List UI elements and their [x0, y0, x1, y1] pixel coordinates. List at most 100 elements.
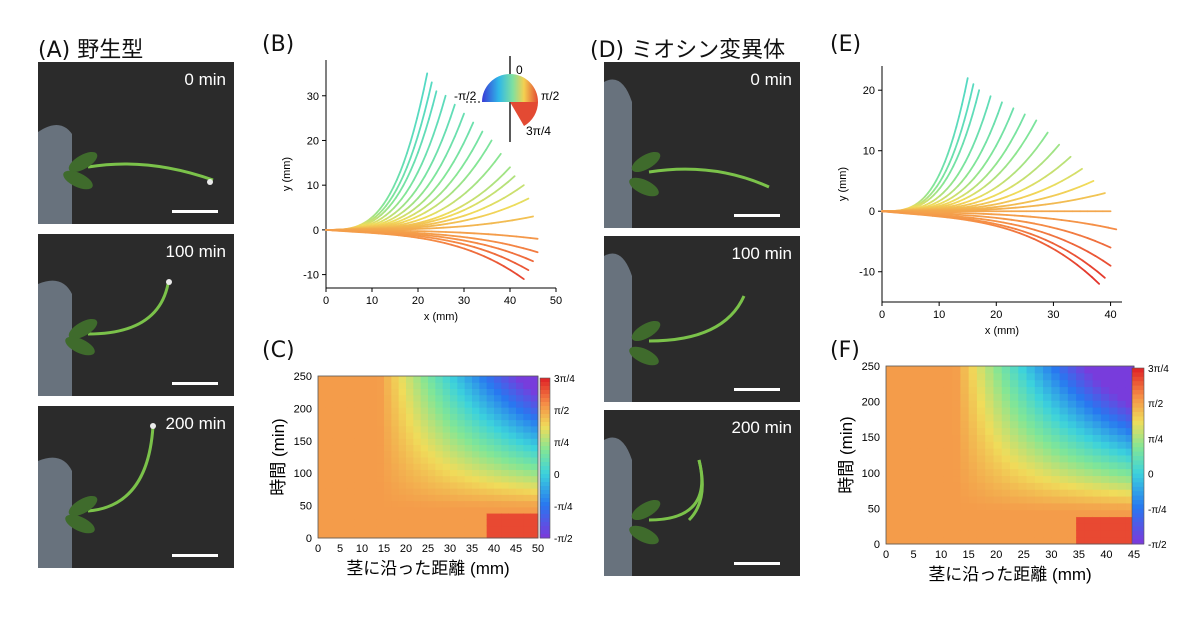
stem-curve-segment: [418, 199, 426, 206]
heatmap-cell: [894, 386, 904, 394]
stem-curve-segment: [1059, 200, 1069, 204]
heatmap-cell: [952, 502, 961, 511]
heatmap-cell: [960, 461, 970, 470]
heatmap-cell: [919, 372, 928, 381]
heatmap-cell: [1092, 530, 1102, 538]
stem-curve-segment: [997, 101, 1003, 115]
stem-curve-segment: [1008, 107, 1015, 120]
stem-curve-segment: [417, 236, 426, 240]
stem-curve-segment: [416, 103, 422, 120]
heatmap-cell: [1034, 393, 1044, 401]
colorbar-step: [540, 466, 550, 471]
stem-curve-segment: [960, 119, 966, 132]
heatmap-cell: [927, 420, 937, 429]
heatmap-cell: [1001, 509, 1011, 518]
heatmap-cell: [494, 457, 502, 464]
stem-curve-segment: [399, 233, 408, 236]
heatmap-cell: [362, 382, 370, 389]
heatmap-cell: [340, 438, 348, 446]
heatmap-cell: [340, 432, 348, 439]
heatmap-cell: [354, 525, 363, 533]
heatmap-cell: [1076, 413, 1085, 422]
stem-curve-segment: [424, 202, 432, 208]
stem-curve-segment: [951, 205, 960, 209]
heatmap-cell: [1076, 455, 1085, 463]
heatmap-cell: [1059, 441, 1069, 449]
heatmap-cell: [976, 455, 986, 463]
heatmap-cell: [1001, 502, 1011, 511]
heatmap-cell: [927, 434, 937, 442]
chart-f-heatmap: 0 5 10 15 20 25 30 35 40 45050100150200250茎に沿った距離…: [837, 361, 1169, 584]
stem-curve-segment: [393, 208, 400, 215]
heatmap-cell: [486, 407, 495, 414]
heatmap-cell: [501, 469, 510, 477]
heatmap-cell: [919, 516, 928, 524]
stem-curve-segment: [472, 194, 481, 201]
stem-curve-segment: [975, 89, 981, 104]
heatmap-cell: [494, 388, 502, 396]
heatmap-cell: [384, 463, 392, 470]
heatmap-cell: [1092, 400, 1102, 408]
heatmap-cell: [369, 525, 378, 533]
heatmap-cell: [486, 419, 495, 427]
stem-curve-segment: [1030, 119, 1038, 131]
panel-c-label: (C): [262, 338, 295, 363]
stem-curve-segment: [412, 171, 419, 182]
stem-curve-segment: [391, 233, 400, 237]
heatmap-cell: [464, 450, 473, 458]
heatmap-cell: [391, 481, 400, 489]
heatmap-cell: [894, 509, 904, 518]
heatmap-cell: [508, 407, 517, 414]
heatmap-cell: [369, 432, 378, 439]
stem-curve-segment: [964, 214, 975, 217]
heatmap-cell: [1084, 448, 1094, 456]
heatmap-cell: [442, 444, 451, 452]
heatmap-cell: [354, 376, 363, 383]
heatmap-cell: [1100, 400, 1110, 408]
heatmap-cell: [472, 488, 480, 495]
heatmap-cell: [1034, 448, 1044, 456]
heatmap-cell: [1043, 372, 1052, 381]
heatmap-cell: [1084, 379, 1094, 388]
heatmap-cell: [508, 506, 517, 514]
heatmap-cell: [1067, 530, 1077, 538]
heatmap-cell: [332, 432, 341, 439]
heatmap-cell: [1117, 475, 1127, 483]
heatmap-cell: [332, 376, 341, 383]
stem-curve-segment: [392, 232, 402, 236]
stem-curve-segment: [400, 192, 407, 200]
colorbar-step: [540, 422, 550, 427]
heatmap-cell: [976, 509, 986, 518]
stem-curve-segment: [999, 224, 1010, 228]
heatmap-cell: [428, 400, 436, 408]
heatmap-cell: [886, 475, 895, 483]
heatmap-cell: [1010, 502, 1019, 511]
heatmap-cell: [354, 394, 363, 402]
heatmap-cell: [354, 400, 363, 408]
heatmap-cell: [1067, 407, 1077, 415]
stem-curve-segment: [470, 250, 479, 255]
heatmap-cell: [376, 469, 385, 477]
heatmap-cell: [894, 393, 904, 401]
heatmap-cell: [391, 457, 400, 464]
heatmap-cell: [952, 523, 961, 531]
heatmap-cell: [369, 394, 378, 402]
stem-curve-segment: [503, 193, 512, 199]
heatmap-cell: [398, 400, 407, 408]
heatmap-cell: [1109, 475, 1118, 483]
heatmap-cell: [472, 531, 480, 539]
stem-curve-segment: [473, 215, 483, 220]
panel-f-label: (F): [830, 338, 860, 363]
heatmap-cell: [1092, 482, 1102, 490]
heatmap-cell: [902, 523, 912, 531]
heatmap-cell: [420, 450, 429, 458]
stem-curve-segment: [1041, 224, 1051, 228]
heatmap-cell: [530, 513, 539, 520]
heatmap-cell: [362, 506, 370, 514]
heatmap-cell: [935, 366, 945, 374]
heatmap-cell: [976, 413, 986, 422]
heatmap-cell: [398, 525, 407, 533]
heatmap-cell: [384, 469, 392, 477]
heatmap-cell: [902, 400, 912, 408]
heatmap-cell: [325, 419, 334, 427]
